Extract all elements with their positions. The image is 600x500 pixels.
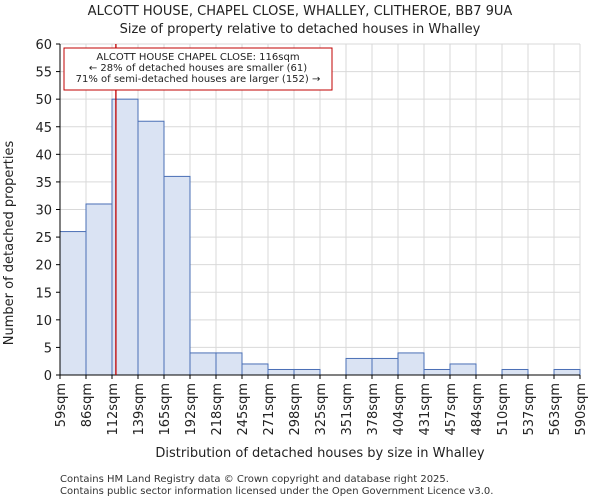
chart-title: ALCOTT HOUSE, CHAPEL CLOSE, WHALLEY, CLI… [88,4,513,19]
footer-line-1: Contains HM Land Registry data © Crown c… [60,474,449,485]
bar-404sqm [397,352,425,376]
x-tick-label-378sqm: 378sqm [366,383,381,436]
bar-218sqm [215,352,243,376]
x-tick-label-351sqm: 351sqm [340,383,355,436]
annotation-line-1: ALCOTT HOUSE CHAPEL CLOSE: 116sqm [96,52,299,63]
annotation-line-3: 71% of semi-detached houses are larger (… [76,74,321,85]
chart-subtitle: Size of property relative to detached ho… [120,22,481,37]
y-tick-label-5: 5 [44,341,52,356]
bar-139sqm [137,120,165,376]
x-tick-label-298sqm: 298sqm [288,383,303,436]
bar-378sqm [371,357,399,376]
bar-86sqm [85,203,113,376]
x-tick-label-218sqm: 218sqm [210,383,225,436]
y-tick-label-10: 10 [35,314,52,329]
bar-59sqm [59,231,87,376]
bar-431sqm [423,368,451,376]
x-tick-label-271sqm: 271sqm [262,383,277,436]
x-tick-label-510sqm: 510sqm [496,383,511,436]
x-tick-label-112sqm: 112sqm [106,383,121,436]
bar-298sqm [293,368,321,376]
x-tick-label-457sqm: 457sqm [444,383,459,436]
y-tick-label-25: 25 [35,231,52,246]
x-tick-label-325sqm: 325sqm [314,383,329,436]
bar-165sqm [163,175,191,376]
x-tick-label-431sqm: 431sqm [418,383,433,436]
y-tick-label-55: 55 [35,66,52,81]
y-tick-label-0: 0 [44,369,52,384]
y-axis-label: Number of detached properties [2,141,17,346]
x-tick-label-86sqm: 86sqm [80,383,95,427]
x-tick-label-563sqm: 563sqm [548,383,563,436]
x-tick-label-590sqm: 590sqm [574,383,589,436]
y-tick-label-15: 15 [35,286,52,301]
x-tick-label-59sqm: 59sqm [54,383,69,427]
plot-area: 0 5 10 15 20 25 30 35 40 45 50 55 60 59sqm 86sqm 112sqm… [35,38,589,436]
x-tick-label-404sqm: 404sqm [392,383,407,436]
bar-457sqm [449,363,477,376]
x-tick-label-165sqm: 165sqm [158,383,173,436]
y-tick-label-60: 60 [35,38,52,53]
bar-351sqm [345,357,373,376]
y-tick-label-40: 40 [35,148,52,163]
y-tick-label-20: 20 [35,259,52,274]
x-tick-label-192sqm: 192sqm [184,383,199,436]
y-tick-label-30: 30 [35,204,52,219]
x-tick-label-245sqm: 245sqm [236,383,251,436]
bar-563sqm [553,368,581,376]
annotation-line-2: ← 28% of detached houses are smaller (61… [89,63,307,74]
bar-271sqm [267,368,295,376]
annotation-box [63,47,333,91]
bar-510sqm [501,368,529,376]
y-tick-label-45: 45 [35,121,52,136]
footer-line-2: Contains public sector information licen… [60,486,493,497]
x-tick-label-484sqm: 484sqm [470,383,485,436]
x-tick-label-139sqm: 139sqm [132,383,147,436]
y-tick-label-50: 50 [35,93,52,108]
bar-245sqm [241,363,269,376]
x-axis-label: Distribution of detached houses by size … [155,446,485,461]
x-tick-label-537sqm: 537sqm [522,383,537,436]
y-tick-label-35: 35 [35,176,52,191]
bar-192sqm [189,352,217,376]
